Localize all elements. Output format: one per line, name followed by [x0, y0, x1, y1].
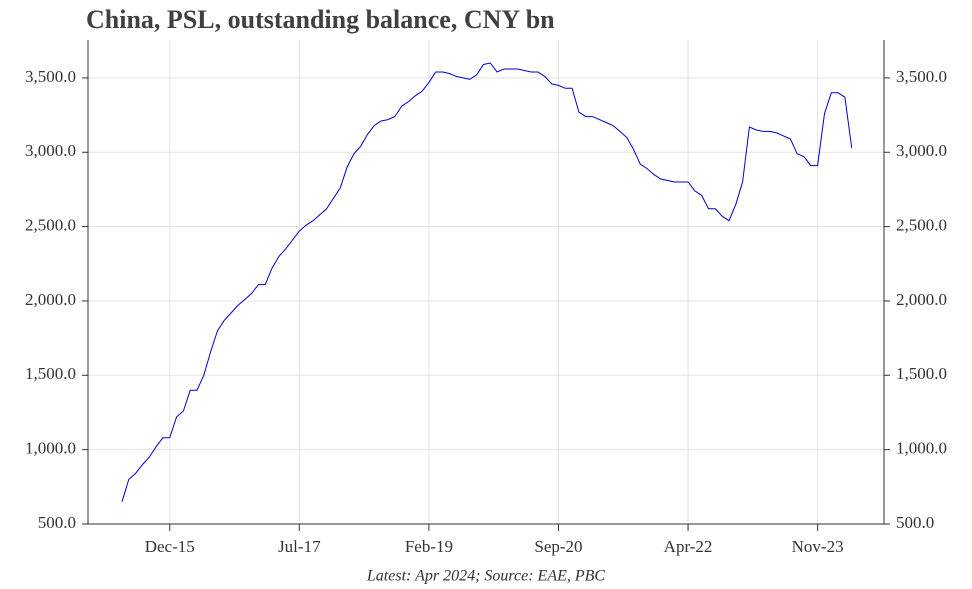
x-tick-label: Jul-17 [278, 537, 321, 556]
y2-tick-label: 500.0 [896, 513, 934, 532]
x-tick-label: Nov-23 [792, 537, 844, 556]
y-tick-label: 3,500.0 [25, 67, 76, 86]
y-tick-label: 1,000.0 [25, 439, 76, 458]
x-tick-label: Feb-19 [405, 537, 453, 556]
x-tick-label: Sep-20 [534, 537, 582, 556]
y2-tick-label: 3,000.0 [896, 141, 947, 160]
y-tick-label: 2,500.0 [25, 216, 76, 235]
x-tick-label: Apr-22 [664, 537, 713, 556]
y-tick-label: 3,000.0 [25, 141, 76, 160]
x-tick-label: Dec-15 [145, 537, 195, 556]
y2-tick-label: 2,500.0 [896, 216, 947, 235]
y2-tick-label: 2,000.0 [896, 290, 947, 309]
y-tick-label: 1,500.0 [25, 364, 76, 383]
y2-tick-label: 3,500.0 [896, 67, 947, 86]
y2-tick-label: 1,500.0 [896, 364, 947, 383]
y2-tick-label: 1,000.0 [896, 439, 947, 458]
chart-title: China, PSL, outstanding balance, CNY bn [86, 5, 555, 34]
data-line [121, 62, 853, 502]
y-tick-label: 2,000.0 [25, 290, 76, 309]
footnote: Latest: Apr 2024; Source: EAE, PBC [366, 568, 606, 585]
y-tick-label: 500.0 [38, 513, 76, 532]
